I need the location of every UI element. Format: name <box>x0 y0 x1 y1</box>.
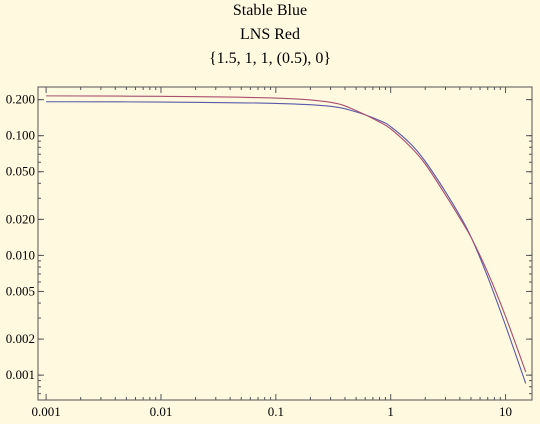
y-tick-label: 0.050 <box>6 164 35 179</box>
y-tick-label: 0.002 <box>6 331 35 346</box>
x-tick-label: 0.001 <box>31 404 60 419</box>
chart-title-line-3: {1.5, 1, 1, (0.5), 0} <box>208 50 331 67</box>
x-tick-label: 0.01 <box>150 404 173 419</box>
y-tick-label: 0.020 <box>6 211 35 226</box>
y-tick-label: 0.100 <box>6 128 35 143</box>
chart-title-line-2: LNS Red <box>240 26 300 43</box>
y-tick-label: 0.200 <box>6 92 35 107</box>
x-tick-label: 1 <box>387 404 394 419</box>
x-tick-label: 0.1 <box>268 404 284 419</box>
series-line-red <box>46 95 527 373</box>
y-tick-label: 0.001 <box>6 367 35 382</box>
x-tick-label: 10 <box>499 404 512 419</box>
plot-frame <box>37 86 533 401</box>
series-line-blue <box>46 101 527 384</box>
y-tick-label: 0.010 <box>6 247 35 262</box>
y-tick-label: 0.005 <box>6 283 35 298</box>
chart-title-line-1: Stable Blue <box>232 2 308 19</box>
